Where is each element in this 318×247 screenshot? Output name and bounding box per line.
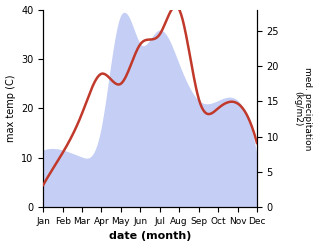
Y-axis label: max temp (C): max temp (C) — [5, 75, 16, 142]
X-axis label: date (month): date (month) — [109, 231, 191, 242]
Y-axis label: med. precipitation
(kg/m2): med. precipitation (kg/m2) — [293, 67, 313, 150]
